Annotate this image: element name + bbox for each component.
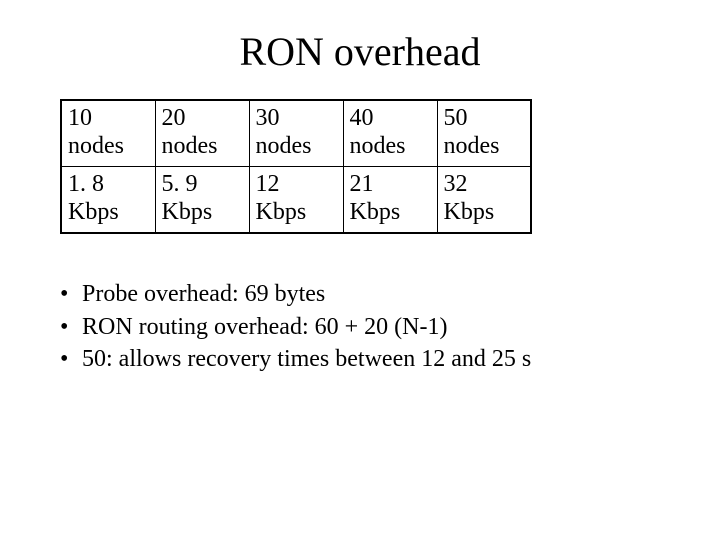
table-row: 10 nodes 20 nodes 30 nodes 40 nodes 50 [61, 100, 531, 167]
cell-line2: Kbps [444, 199, 495, 225]
cell-line2: Kbps [68, 199, 119, 225]
table-cell: 32 Kbps [437, 167, 531, 234]
bullet-icon: • [60, 278, 82, 310]
bullet-text: 50: allows recovery times between 12 and… [82, 343, 531, 375]
cell-line2: nodes [350, 133, 406, 159]
slide: RON overhead 10 nodes 20 nodes 30 nodes … [0, 0, 720, 540]
table-cell: 50 nodes [437, 100, 531, 167]
table-cell: 12 Kbps [249, 167, 343, 234]
list-item: • 50: allows recovery times between 12 a… [60, 343, 720, 375]
cell-line2: nodes [256, 133, 312, 159]
cell-line1: 50 [444, 105, 468, 131]
table-cell: 10 nodes [61, 100, 155, 167]
bullet-icon: • [60, 311, 82, 343]
cell-line1: 1. 8 [68, 171, 104, 197]
overhead-table-wrap: 10 nodes 20 nodes 30 nodes 40 nodes 50 [60, 99, 720, 234]
overhead-table: 10 nodes 20 nodes 30 nodes 40 nodes 50 [60, 99, 532, 234]
table-cell: 40 nodes [343, 100, 437, 167]
cell-line2: nodes [444, 133, 500, 159]
table-cell: 21 Kbps [343, 167, 437, 234]
cell-line1: 20 [162, 105, 186, 131]
cell-line1: 10 [68, 105, 92, 131]
table-cell: 1. 8 Kbps [61, 167, 155, 234]
cell-line2: nodes [162, 133, 218, 159]
cell-line2: nodes [68, 133, 124, 159]
cell-line1: 30 [256, 105, 280, 131]
list-item: • Probe overhead: 69 bytes [60, 278, 720, 310]
cell-line2: Kbps [162, 199, 213, 225]
cell-line1: 21 [350, 171, 374, 197]
cell-line1: 40 [350, 105, 374, 131]
cell-line1: 32 [444, 171, 468, 197]
cell-line2: Kbps [350, 199, 401, 225]
bullet-text: RON routing overhead: 60 + 20 (N-1) [82, 311, 447, 343]
list-item: • RON routing overhead: 60 + 20 (N-1) [60, 311, 720, 343]
bullet-list: • Probe overhead: 69 bytes • RON routing… [60, 278, 720, 375]
slide-title: RON overhead [0, 0, 720, 99]
cell-line1: 12 [256, 171, 280, 197]
table-cell: 30 nodes [249, 100, 343, 167]
cell-line1: 5. 9 [162, 171, 198, 197]
table-cell: 5. 9 Kbps [155, 167, 249, 234]
cell-line2: Kbps [256, 199, 307, 225]
table-row: 1. 8 Kbps 5. 9 Kbps 12 Kbps 21 Kbps 32 [61, 167, 531, 234]
bullet-icon: • [60, 343, 82, 375]
table-cell: 20 nodes [155, 100, 249, 167]
bullet-text: Probe overhead: 69 bytes [82, 278, 325, 310]
